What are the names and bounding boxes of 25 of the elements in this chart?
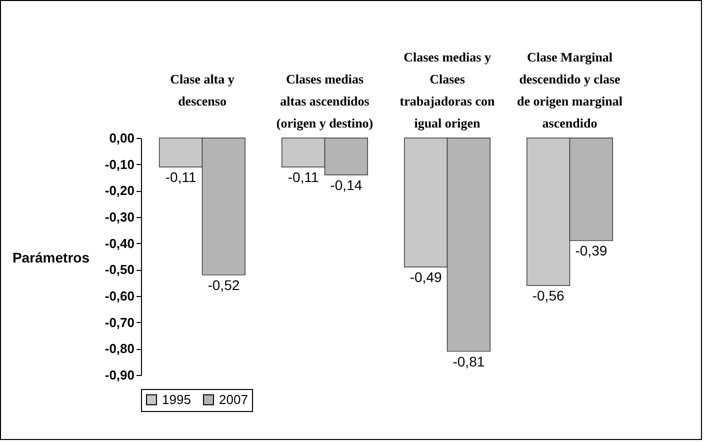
y-tick-label: -0,50 <box>104 262 134 278</box>
y-axis-title: Parámetros <box>12 250 90 266</box>
x-tick-label: Clase Marginal descendido y clase de origen marginal ascendido <box>517 50 623 130</box>
legend-label: 1995 <box>162 392 191 407</box>
y-tick-label: -0,40 <box>104 236 134 251</box>
y-tick-label: -0,20 <box>104 183 134 198</box>
x-tick-label: Clases medias y Clases trabajadoras con igual origen <box>400 50 496 130</box>
data-label: -0,52 <box>208 276 240 293</box>
y-tick-label: -0,30 <box>104 210 134 224</box>
y-tick-label: -0,70 <box>104 314 134 330</box>
y-tick-label: -0,60 <box>104 288 134 304</box>
y-tick-label: -0,10 <box>104 156 134 172</box>
data-label: -0,39 <box>575 242 608 259</box>
data-label: -0,11 <box>165 168 196 185</box>
data-label: -0,14 <box>330 176 362 193</box>
data-label: -0,11 <box>288 168 319 185</box>
x-tick-label: Clase alta y descenso <box>170 72 235 108</box>
data-label: -0,56 <box>532 287 564 304</box>
y-tick-label: -0,80 <box>104 341 134 356</box>
data-label: -0,81 <box>452 353 485 370</box>
y-tick-label: 0,00 <box>109 130 134 146</box>
y-tick-label: -0,90 <box>104 368 134 382</box>
data-label: -0,49 <box>410 269 442 286</box>
x-tick-label: Clases medias altas ascendidos (origen y destino) <box>276 72 374 130</box>
legend-label: 2007 <box>219 392 248 407</box>
